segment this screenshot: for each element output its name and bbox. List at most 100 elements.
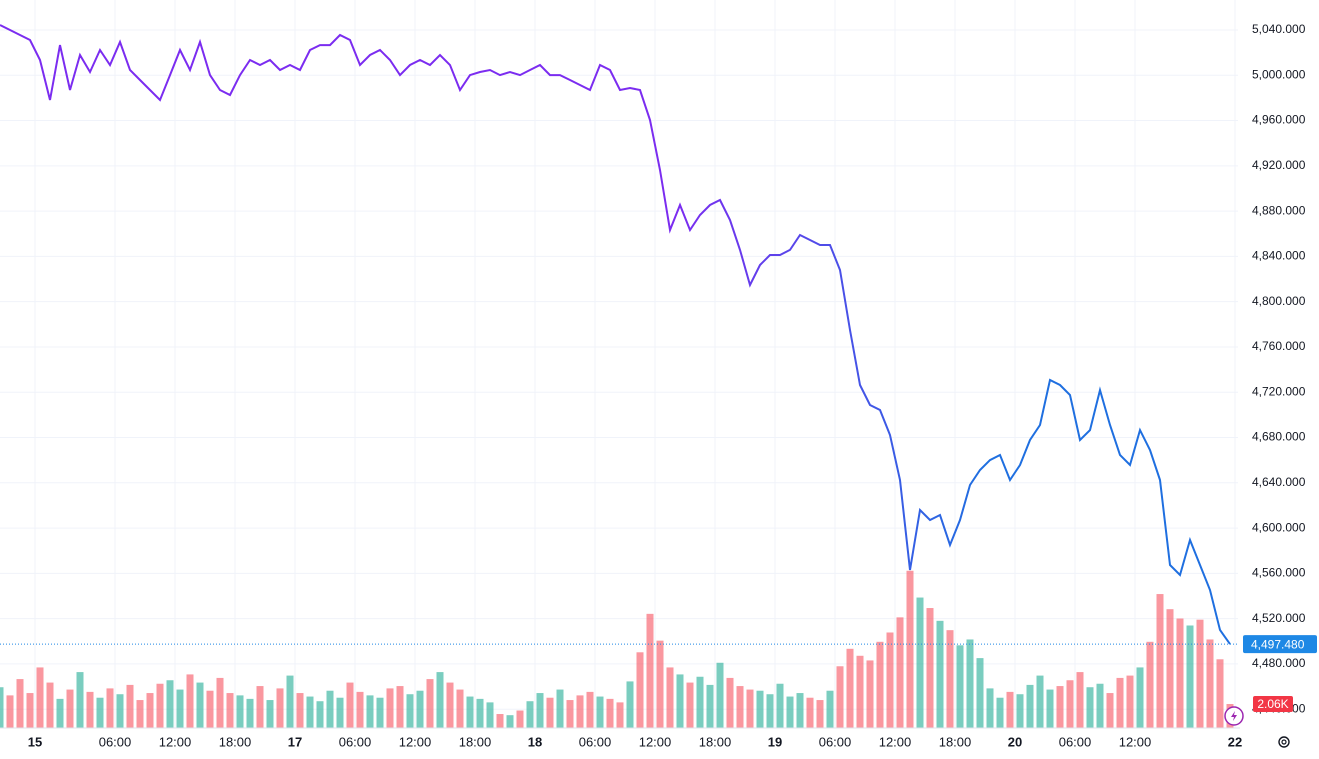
volume-bar [6,695,14,728]
y-tick-label: 4,640.000 [1252,475,1306,489]
volume-bar [436,672,444,728]
volume-bar [856,655,864,728]
volume-bar [546,697,554,728]
volume-bar [276,688,284,728]
volume-bar [166,680,174,728]
volume-bar [1156,594,1164,728]
volume-bar [396,686,404,728]
price-line [0,24,1231,645]
lightning-icon[interactable] [1224,706,1244,726]
volume-bar [716,662,724,728]
volume-bar [46,682,54,728]
x-tick-label: 18:00 [699,734,732,749]
volume-bar [96,697,104,728]
volume-bar [1096,683,1104,728]
volume-bar [176,689,184,728]
volume-bar [966,639,974,728]
last-price-label: 4,497.480 [1251,637,1305,651]
volume-bar [296,693,304,728]
volume-bar [606,698,614,728]
volume-bar [566,700,574,728]
volume-bar [836,666,844,728]
volume-bar [1166,609,1174,728]
y-tick-label: 4,760.000 [1252,339,1306,353]
x-tick-label: 12:00 [639,734,672,749]
volume-bar [1176,618,1184,728]
volume-bar [986,688,994,728]
y-tick-label: 4,520.000 [1252,611,1306,625]
settings-icon[interactable] [1278,736,1290,748]
volume-bar [616,702,624,728]
volume-bar [236,695,244,728]
volume-bar [936,620,944,728]
x-tick-label: 12:00 [1119,734,1152,749]
volume-bar [126,684,134,728]
volume-bar [496,714,504,728]
volume-bar [196,682,204,728]
y-tick-label: 4,920.000 [1252,158,1306,172]
volume-bar [676,674,684,728]
volume-bar [476,698,484,728]
volume-bar [806,697,814,728]
volume-bar [416,690,424,728]
volume-bar [346,682,354,728]
volume-bar [16,679,24,728]
volume-bar [666,667,674,728]
y-tick-label: 4,800.000 [1252,294,1306,308]
volume-bar [1186,625,1194,728]
x-tick-label: 20 [1008,734,1022,749]
volume-bar [1006,691,1014,728]
volume-bar [356,691,364,728]
volume-bar [766,694,774,728]
volume-bar [1196,619,1204,728]
y-tick-label: 4,600.000 [1252,520,1306,534]
x-tick-label: 17 [288,734,302,749]
x-tick-label: 12:00 [879,734,912,749]
volume-bar [996,697,1004,728]
volume-bar [226,693,234,728]
volume-bar [36,667,44,728]
volume-bar [256,686,264,728]
x-tick-label: 12:00 [159,734,192,749]
grid [0,0,1238,728]
volume-bar [1116,677,1124,728]
volume-bar [866,660,874,728]
x-tick-label: 06:00 [1059,734,1092,749]
volume-bar [636,652,644,728]
y-tick-label: 4,480.000 [1252,656,1306,670]
x-tick-label: 06:00 [819,734,852,749]
volume-bar [1106,693,1114,728]
volume-bar [896,617,904,728]
volume-bar [406,694,414,728]
volume-bar [1016,694,1024,728]
volume-bar [976,658,984,728]
volume-bar [66,689,74,728]
x-tick-label: 06:00 [339,734,372,749]
volume-bar [756,690,764,728]
volume-bar [956,645,964,728]
volume-bar [526,701,534,728]
x-tick-label: 18:00 [939,734,972,749]
volume-bar [1046,689,1054,728]
volume-bar [86,691,94,728]
volume-bar [266,700,274,728]
volume-bar [626,681,634,728]
volume-bar [1066,680,1074,728]
volume-bar [486,702,494,728]
volume-bar [1036,675,1044,728]
volume-bar [306,696,314,728]
volume-bar [786,696,794,728]
volume-bar [1056,686,1064,728]
x-tick-label: 18 [528,734,542,749]
volume-bars [0,570,1234,728]
x-tick-label: 18:00 [219,734,252,749]
y-tick-label: 4,560.000 [1252,566,1306,580]
volume-bar [1086,687,1094,728]
volume-bar [886,632,894,728]
volume-bar [576,695,584,728]
x-tick-label: 06:00 [579,734,612,749]
volume-bar [1026,684,1034,728]
volume-bar [136,700,144,728]
volume-bar [506,715,514,728]
